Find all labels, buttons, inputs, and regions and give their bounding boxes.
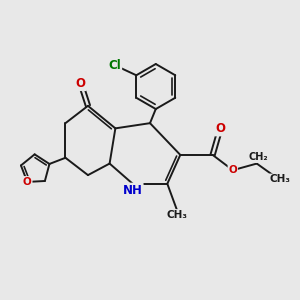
- Text: O: O: [228, 165, 237, 175]
- Text: O: O: [76, 77, 86, 90]
- Text: CH₃: CH₃: [269, 174, 290, 184]
- Text: O: O: [215, 122, 225, 135]
- Text: O: O: [23, 177, 32, 187]
- Text: NH: NH: [123, 184, 142, 196]
- Text: CH₂: CH₂: [248, 152, 268, 162]
- Text: Cl: Cl: [109, 59, 121, 72]
- Text: CH₃: CH₃: [166, 210, 187, 220]
